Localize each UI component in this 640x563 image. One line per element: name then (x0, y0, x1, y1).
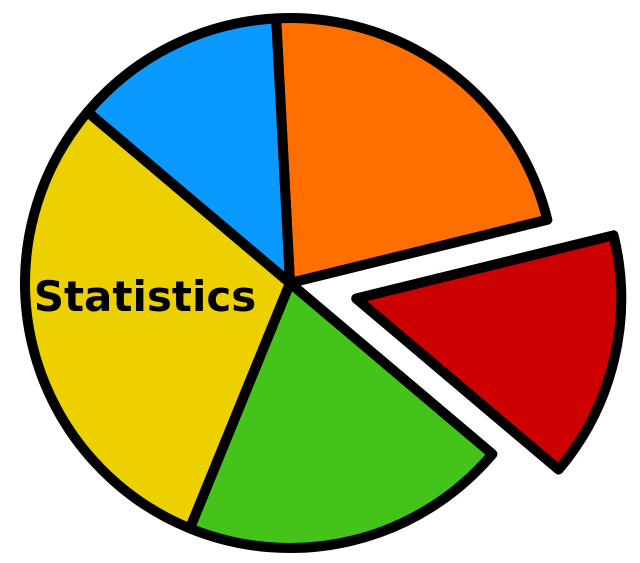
slice-label-statistics: Statistics (34, 272, 257, 321)
pie-slice-4 (20, 106, 295, 534)
pie-slice-2 (351, 230, 627, 475)
pie-slice-1 (271, 13, 553, 288)
pie-slices (20, 13, 627, 553)
pie-slice-5 (82, 13, 295, 288)
